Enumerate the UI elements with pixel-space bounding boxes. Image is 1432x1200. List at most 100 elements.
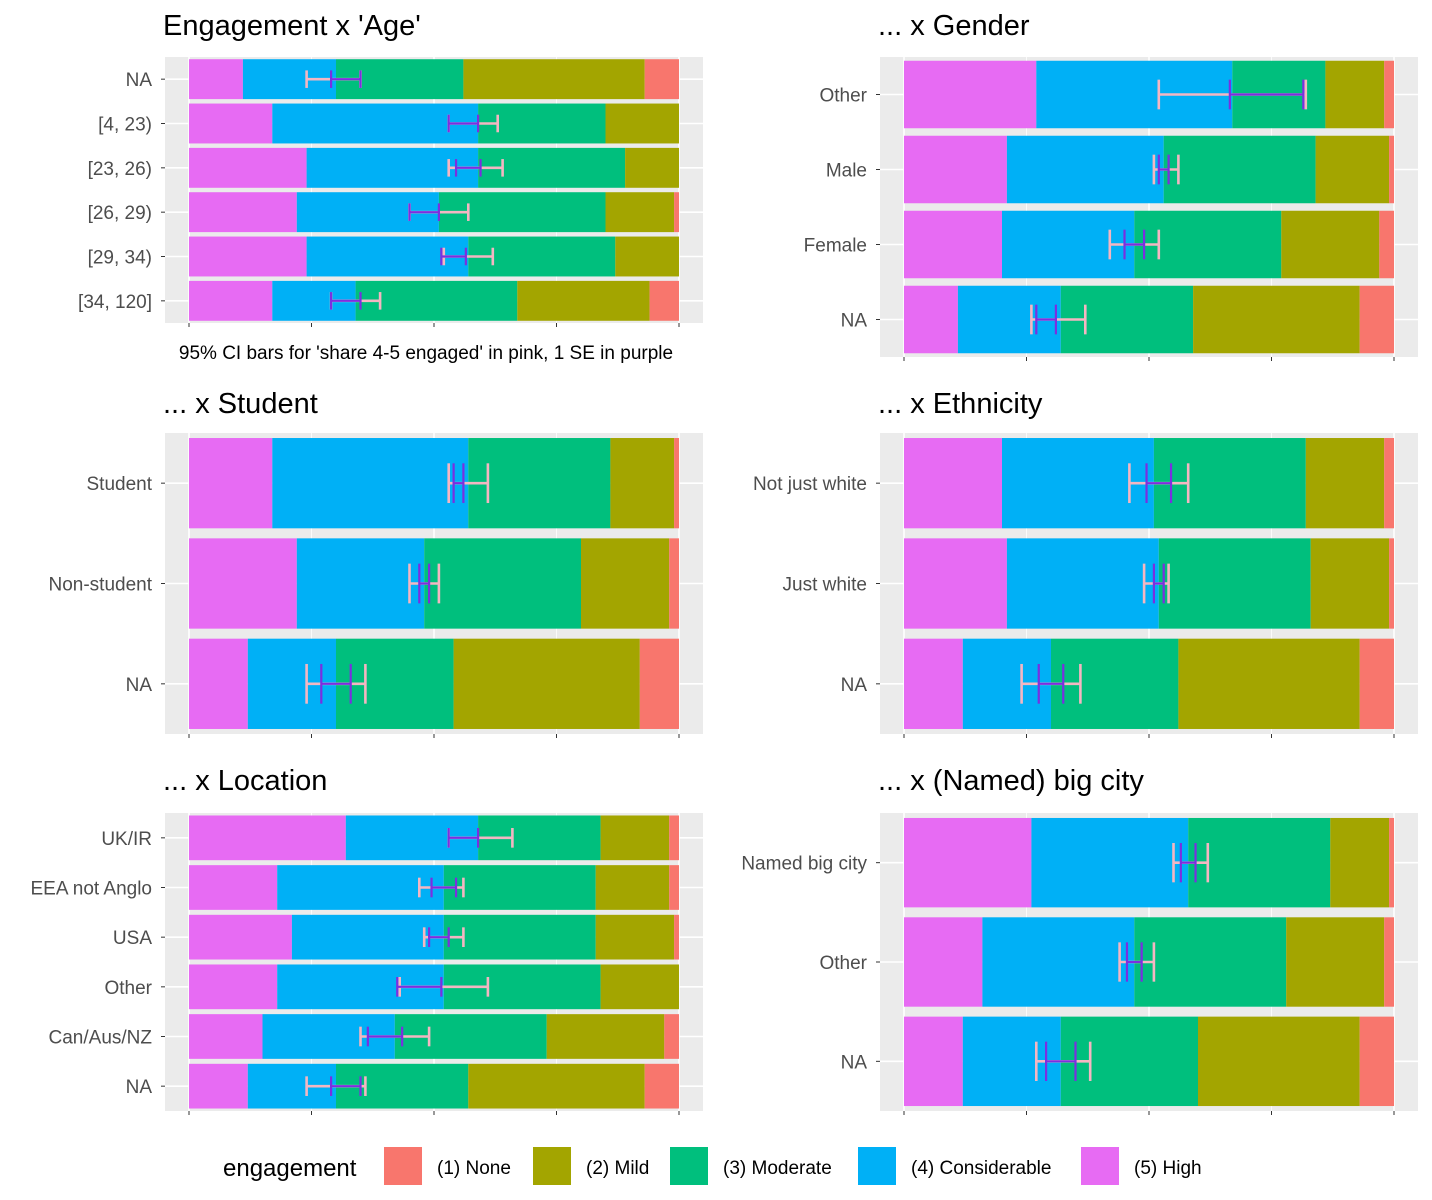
bar-segment (1198, 1016, 1360, 1107)
bar-segment (904, 210, 1002, 279)
panel-title: ... x Student (163, 388, 318, 420)
bar-segment (272, 438, 469, 529)
panel-title: Engagement x 'Age' (163, 10, 421, 42)
legend-key (670, 1147, 708, 1185)
legend-key (533, 1147, 571, 1185)
legend-title: engagement (223, 1155, 357, 1182)
panels-layer: Engagement x 'Age' NA [4, 23) [23, 26) [26, … (31, 10, 1418, 1115)
category-label: Can/Aus/NZ (49, 1028, 153, 1049)
category-label: Named big city (741, 854, 867, 875)
legend-label: (3) Moderate (723, 1158, 832, 1179)
bar-segment (1031, 817, 1189, 908)
category-label: Other (104, 978, 152, 999)
panel-2: ... x Student Student Non-student NA (48, 388, 703, 738)
bar-segment (1389, 538, 1394, 629)
bar-segment (189, 147, 307, 188)
category-label: NA (126, 675, 153, 696)
category-label: NA (126, 1077, 153, 1098)
bar-segment (904, 817, 1032, 908)
bar-segment (1359, 638, 1394, 729)
category-label: Student (87, 474, 153, 495)
bar-segment (904, 917, 983, 1007)
bar-segment (1281, 210, 1380, 279)
bar-segment (468, 1063, 645, 1109)
category-label: Not just white (753, 474, 867, 495)
bar-segment (1389, 135, 1394, 204)
bar-segment (669, 815, 679, 861)
panel-1: ... x Gender Other Male Female NA (804, 10, 1418, 361)
bar-segment (674, 192, 679, 233)
bar-segment (1006, 135, 1164, 204)
bar-segment (189, 59, 243, 100)
category-label: [26, 29) (88, 203, 152, 224)
category-label: Other (819, 953, 867, 974)
bar-segment (610, 438, 675, 529)
bar-segment (189, 438, 273, 529)
bar-segment (674, 438, 679, 529)
bar-segment (277, 865, 444, 910)
bar-segment (1178, 638, 1360, 729)
category-label: UK/IR (101, 829, 152, 850)
bar-segment (189, 538, 297, 629)
category-label: Other (819, 86, 867, 107)
bar-segment (478, 103, 606, 144)
bar-segment (600, 964, 679, 1010)
bar-segment (595, 914, 675, 960)
bar-segment (904, 1016, 963, 1107)
bar-segment (904, 438, 1002, 529)
bar-segment (649, 280, 679, 321)
bar-segment (669, 865, 679, 910)
legend-key (858, 1147, 896, 1185)
bar-segment (1384, 438, 1394, 529)
panel-title: ... x (Named) big city (878, 765, 1144, 797)
bar-segment (644, 59, 679, 100)
bar-segment (296, 538, 425, 629)
bar-segment (664, 1014, 679, 1059)
bar-segment (189, 914, 292, 960)
bar-segment (189, 638, 248, 729)
bar-segment (615, 236, 679, 277)
bar-segment (1389, 817, 1394, 908)
category-label: USA (113, 928, 152, 949)
bar-segment (463, 59, 645, 100)
bar-segment (1359, 1016, 1394, 1107)
panel-0: Engagement x 'Age' NA [4, 23) [23, 26) [26, … (78, 10, 703, 327)
bar-segment (517, 280, 650, 321)
bar-segment (189, 103, 273, 144)
category-label: Non-student (48, 575, 152, 596)
bar-segment (904, 285, 958, 354)
category-label: NA (841, 1052, 868, 1073)
category-label: NA (841, 311, 868, 332)
bar-segment (669, 538, 679, 629)
bar-segment (1325, 60, 1385, 129)
category-label: NA (841, 675, 868, 696)
bar-segment (1188, 817, 1331, 908)
bar-segment (904, 135, 1007, 204)
bar-segment (1286, 917, 1385, 1007)
legend-label: (4) Considerable (911, 1158, 1051, 1179)
legend-key (384, 1147, 422, 1185)
panel-3: ... x Ethnicity Not just white Just white N… (753, 388, 1418, 738)
bar-segment (1310, 538, 1390, 629)
category-label: [34, 120] (78, 292, 152, 313)
bar-segment (1315, 135, 1390, 204)
category-label: NA (126, 70, 153, 91)
bar-segment (1006, 538, 1159, 629)
bar-segment (468, 438, 611, 529)
bar-segment (424, 538, 581, 629)
bar-segment (291, 914, 444, 960)
bar-segment (1158, 538, 1311, 629)
bar-segment (904, 538, 1007, 629)
bar-segment (189, 280, 273, 321)
legend-label: (2) Mild (586, 1158, 649, 1179)
bar-segment (904, 638, 963, 729)
bar-segment (595, 865, 670, 910)
panel-title: ... x Ethnicity (878, 388, 1043, 420)
bar-segment (1359, 285, 1394, 354)
bar-segment (1193, 285, 1360, 354)
bar-segment (581, 538, 670, 629)
bar-segment (1384, 60, 1394, 129)
category-label: [4, 23) (98, 115, 152, 136)
bar-segment (600, 815, 670, 861)
bar-segment (1134, 917, 1287, 1007)
